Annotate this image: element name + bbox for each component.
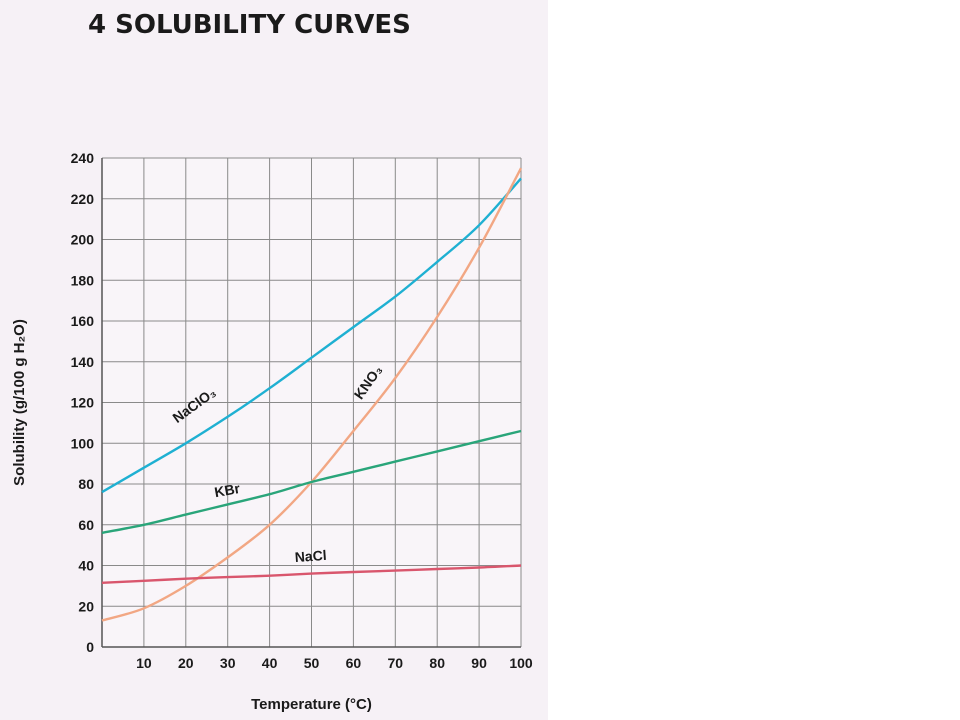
- x-tick-label: 70: [388, 655, 404, 671]
- x-tick-label: 90: [471, 655, 487, 671]
- y-tick-label: 240: [71, 150, 95, 166]
- x-tick-label: 30: [220, 655, 236, 671]
- page-title: 4 SOLUBILITY CURVES: [88, 10, 411, 40]
- x-tick-label: 40: [262, 655, 278, 671]
- x-tick-label: 100: [509, 655, 533, 671]
- x-axis-label: Temperature (°C): [251, 696, 372, 713]
- y-tick-label: 180: [71, 272, 95, 288]
- series-label-kbr: KBr: [213, 480, 242, 500]
- series-line-1: [101, 167, 523, 622]
- y-tick-label: 80: [78, 476, 94, 492]
- series-line-0: [101, 177, 522, 494]
- y-tick-label: 20: [78, 598, 94, 614]
- y-tick-label: 120: [71, 395, 95, 411]
- y-tick-label: 60: [78, 517, 94, 533]
- y-axis-label: Solubility (g/100 g H₂O): [11, 319, 28, 486]
- series-line-3: [101, 564, 522, 584]
- y-tick-label: 100: [71, 435, 95, 451]
- x-tick-label: 50: [304, 655, 320, 671]
- y-tick-label: 220: [71, 191, 95, 207]
- x-tick-label: 10: [136, 655, 152, 671]
- x-tick-label: 20: [178, 655, 194, 671]
- y-tick-label: 160: [71, 313, 95, 329]
- y-tick-label: 140: [71, 354, 95, 370]
- y-tick-label: 40: [78, 558, 94, 574]
- y-tick-label: 0: [86, 639, 94, 655]
- x-tick-label: 60: [346, 655, 362, 671]
- x-tick-label: 80: [429, 655, 445, 671]
- y-tick-label: 200: [71, 232, 95, 248]
- series-line-2: [101, 429, 522, 535]
- series-label-nacl: NaCl: [294, 547, 327, 565]
- chart-grid: [101, 157, 522, 648]
- chart-series: [101, 167, 523, 622]
- chart-ticks: 0 20 40 60 80 100 120 140 160 180 200 220 240 10 20 30 4…: [71, 150, 533, 671]
